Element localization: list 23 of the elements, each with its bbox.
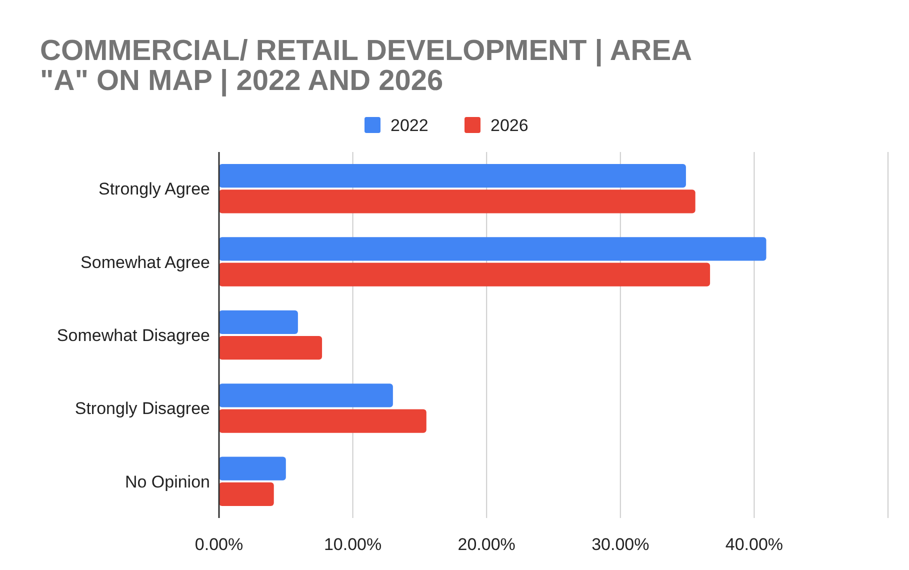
legend-label: 2022 <box>390 116 428 135</box>
x-tick-label: 10.00% <box>324 535 382 554</box>
x-tick-label: 20.00% <box>458 535 516 554</box>
bar <box>219 262 710 286</box>
bar <box>219 164 686 188</box>
x-tick-label: 30.00% <box>592 535 650 554</box>
chart-title: COMMERCIAL/ RETAIL DEVELOPMENT | AREA "A" ON MAP | 2022 AND 2026 <box>40 35 692 97</box>
y-tick-label: Strongly Agree <box>98 180 210 199</box>
x-tick-label: 0.00% <box>194 535 244 554</box>
x-tick-label: 40.00% <box>725 535 784 554</box>
bar <box>219 456 286 480</box>
bar <box>219 336 322 360</box>
y-tick-label: Somewhat Agree <box>80 252 210 272</box>
bar <box>219 237 766 261</box>
bar <box>219 409 426 433</box>
legend-label: 2026 <box>490 116 528 135</box>
y-tick-label: No Opinion <box>124 472 210 492</box>
y-tick-label: Somewhat Disagree <box>56 326 210 345</box>
y-tick-label: Strongly Disagree <box>74 399 210 418</box>
bar <box>219 310 298 334</box>
bar <box>219 190 696 214</box>
bar <box>219 384 393 408</box>
bar <box>219 482 274 506</box>
